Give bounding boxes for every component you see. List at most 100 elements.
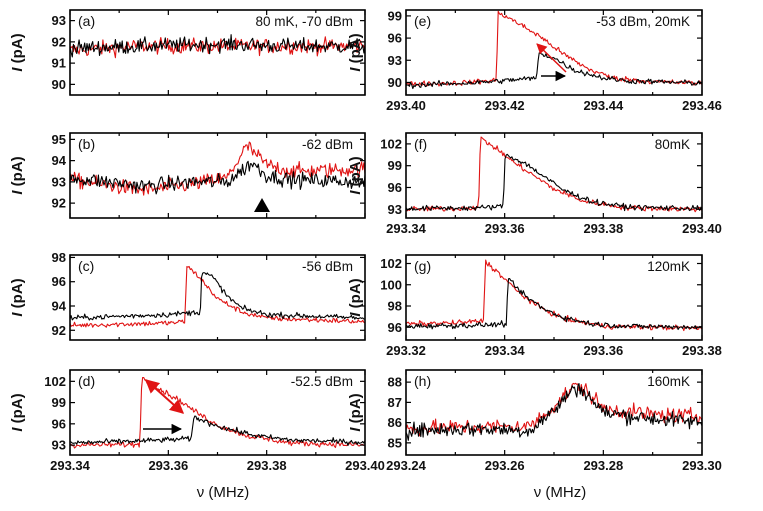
y-axis-label-f: I (pA) — [347, 156, 364, 194]
y-tick-label: 99 — [388, 158, 402, 173]
y-tick-label: 96 — [52, 274, 66, 289]
x-tick-label: 293.40 — [682, 221, 722, 236]
y-tick-label: 96 — [388, 180, 402, 195]
down-sweep-trace-g — [406, 259, 702, 332]
y-tick-label: 102 — [380, 136, 402, 151]
y-axis-label-g: I (pA) — [347, 278, 364, 316]
y-tick-label: 102 — [44, 374, 66, 389]
x-axis-label-right: ν (MHz) — [534, 484, 587, 501]
panel-a: 90 91 92 93 (a) 80 mK, -70 dBm I (pA) — [9, 9, 366, 96]
panel-label-e: (e) — [414, 13, 431, 29]
up-sweep-trace-a — [70, 34, 365, 58]
panel-annotation-a: 80 mK, -70 dBm — [255, 14, 353, 29]
x-tick-label: 293.34 — [485, 343, 526, 358]
y-tick-label: 95 — [52, 132, 66, 147]
y-tick-label: 86 — [388, 415, 402, 430]
x-tick-label: 293.46 — [682, 98, 722, 113]
panel-annotation-h: 160mK — [647, 374, 690, 389]
panel-label-b: (b) — [78, 136, 95, 152]
y-tick-label: 98 — [388, 299, 402, 314]
y-axis-label-e: I (pA) — [347, 33, 364, 71]
down-sweep-arrow-d — [144, 379, 185, 414]
y-tick-label: 93 — [388, 202, 402, 217]
x-tick-label: 293.42 — [485, 98, 525, 113]
y-tick-label: 91 — [52, 56, 66, 71]
y-tick-label: 96 — [388, 31, 402, 46]
y-tick-label: 90 — [388, 75, 402, 90]
down-sweep-trace-h — [406, 382, 702, 437]
y-tick-label: 96 — [52, 416, 66, 431]
panel-annotation-b: -62 dBm — [302, 137, 353, 152]
y-tick-label: 93 — [52, 438, 66, 453]
y-tick-label: 90 — [52, 77, 66, 92]
panel-c: 92 94 96 98 (c) -56 dBm I (pA) — [9, 250, 366, 341]
x-tick-label: 293.26 — [485, 458, 525, 473]
panel-b: 92 93 94 95 (b) -62 dBm I (pA) — [9, 132, 366, 219]
panel-g: 96 98 100 102 293.32 293.34 293.36 293.38 (g) 120… — [347, 254, 722, 358]
panel-annotation-f: 80mK — [655, 137, 690, 152]
panel-label-c: (c) — [78, 258, 94, 274]
x-tick-label: 293.40 — [345, 458, 385, 473]
y-axis-label-h: I (pA) — [347, 393, 364, 431]
down-sweep-trace-b — [70, 141, 365, 196]
y-tick-label: 92 — [52, 196, 66, 211]
y-tick-label: 85 — [388, 435, 402, 450]
x-tick-label: 293.24 — [386, 458, 427, 473]
panel-label-f: (f) — [414, 136, 427, 152]
x-tick-label: 293.36 — [148, 458, 188, 473]
x-tick-label: 293.36 — [583, 343, 623, 358]
panel-label-h: (h) — [414, 373, 431, 389]
x-tick-label: 293.38 — [583, 221, 623, 236]
panel-d: 93 96 99 102 293.34 293.36 293.38 293.40 (d) -52.… — [9, 369, 385, 473]
panel-label-d: (d) — [78, 373, 95, 389]
x-tick-label: 293.28 — [583, 458, 623, 473]
x-tick-label: 293.40 — [386, 98, 426, 113]
down-sweep-trace-c — [70, 265, 365, 328]
x-tick-label: 293.34 — [50, 458, 91, 473]
y-tick-label: 92 — [52, 323, 66, 338]
y-tick-label: 87 — [388, 395, 402, 410]
panel-annotation-d: -52.5 dBm — [291, 374, 353, 389]
down-sweep-arrow-e — [536, 43, 567, 73]
y-tick-label: 94 — [52, 153, 67, 168]
y-tick-label: 94 — [52, 299, 67, 314]
up-sweep-trace-d — [70, 415, 365, 446]
up-sweep-trace-c — [70, 272, 365, 321]
x-tick-label: 293.34 — [386, 221, 427, 236]
panel-annotation-e: -53 dBm, 20mK — [596, 14, 690, 29]
panel-label-a: (a) — [78, 13, 95, 29]
panel-annotation-c: -56 dBm — [302, 259, 353, 274]
panel-e: 90 93 96 99 293.40 293.42 293.44 293.46 (e) -53 d… — [347, 8, 722, 113]
x-axis-label-left: ν (MHz) — [197, 484, 250, 501]
panel-h: 85 86 87 88 293.24 293.26 293.28 293.30 (h) 160mK… — [347, 369, 722, 473]
panel-f: 93 96 99 102 293.34 293.36 293.38 293.40 (f) 80mK… — [347, 132, 722, 236]
x-tick-label: 293.38 — [247, 458, 287, 473]
y-tick-label: 102 — [380, 256, 402, 271]
y-tick-label: 93 — [52, 174, 66, 189]
x-tick-label: 293.44 — [583, 98, 624, 113]
y-tick-label: 88 — [388, 375, 402, 390]
panel-label-g: (g) — [414, 258, 431, 274]
y-tick-label: 92 — [52, 34, 66, 49]
y-axis-label-d: I (pA) — [9, 393, 26, 431]
panel-annotation-g: 120mK — [647, 259, 690, 274]
y-tick-label: 100 — [380, 277, 402, 292]
x-tick-label: 293.36 — [485, 221, 525, 236]
y-tick-label: 99 — [388, 8, 402, 23]
y-axis-label-b: I (pA) — [9, 156, 26, 194]
y-tick-label: 99 — [52, 395, 66, 410]
y-axis-label-c: I (pA) — [9, 278, 26, 316]
up-sweep-trace-g — [406, 277, 702, 331]
up-sweep-trace-e — [406, 52, 702, 90]
resonance-marker-triangle — [254, 198, 270, 212]
up-sweep-trace-b — [70, 160, 365, 195]
x-tick-label: 293.30 — [682, 458, 722, 473]
up-sweep-trace-h — [406, 383, 702, 441]
y-axis-label-a: I (pA) — [9, 33, 26, 71]
y-tick-label: 96 — [388, 320, 402, 335]
x-tick-label: 293.38 — [682, 343, 722, 358]
y-tick-label: 98 — [52, 250, 66, 265]
x-tick-label: 293.32 — [386, 343, 426, 358]
y-tick-label: 93 — [388, 53, 402, 68]
